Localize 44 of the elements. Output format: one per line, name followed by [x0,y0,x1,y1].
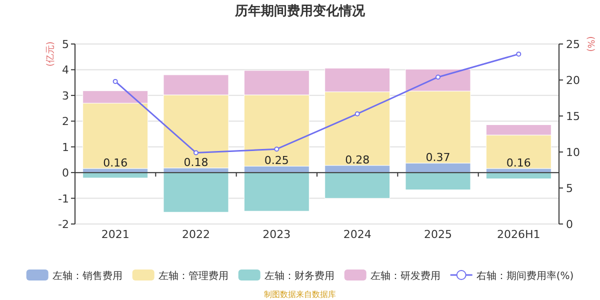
y-tick-label: 2 [62,115,69,128]
data-label: 0.16 [506,156,531,170]
y-axis-title: (亿元) [45,41,56,67]
y-tick-label: 1 [62,140,69,154]
chart-title: 历年期间费用变化情况 [234,3,366,19]
y2-tick-label: 25 [566,38,580,51]
data-label: 0.37 [426,151,450,164]
point [436,74,440,80]
y-tick-label: 4 [62,64,69,77]
x-tick-label: 2023 [262,228,291,241]
x-tick-label: 2021 [101,228,130,241]
y2-axis-title: (%) [585,36,595,52]
y2-tick-label: 20 [566,74,580,87]
bar [82,172,148,178]
data-label: 0.25 [264,154,289,168]
y2-tick-label: 5 [566,182,573,195]
legend-label: 左轴：财务费用 [264,270,334,282]
y-tick-label: -1 [58,192,69,206]
bar [163,172,229,212]
legend-label: 左轴：研发费用 [370,270,440,282]
point [516,52,522,57]
y2-tick-label: 15 [566,110,580,123]
y-tick-label: -2 [58,218,69,231]
data-label: 0.18 [184,156,208,169]
legend-label: 右轴：期间费用率(%) [476,270,574,282]
legend-label: 左轴：销售费用 [52,270,122,282]
data-label: 0.28 [345,153,370,166]
x-tick-label: 2022 [182,228,210,241]
point [354,111,360,116]
point [112,78,118,84]
point [194,150,198,156]
x-tick-label: 2025 [424,228,452,241]
data-label: 0.16 [103,156,128,170]
bar [486,172,552,179]
x-tick-label: 2026H1 [497,228,540,241]
y2-tick-label: 0 [566,218,573,231]
y2-tick-label: 10 [566,146,580,159]
y-tick-label: 5 [62,38,69,51]
point [274,146,280,152]
x-tick-label: 2024 [343,228,372,241]
y-tick-label: 0 [62,166,69,180]
legend-label: 左轴：管理费用 [158,270,228,282]
y-tick-label: 3 [62,89,69,102]
text: 制图数据来自数据库 [264,290,336,299]
